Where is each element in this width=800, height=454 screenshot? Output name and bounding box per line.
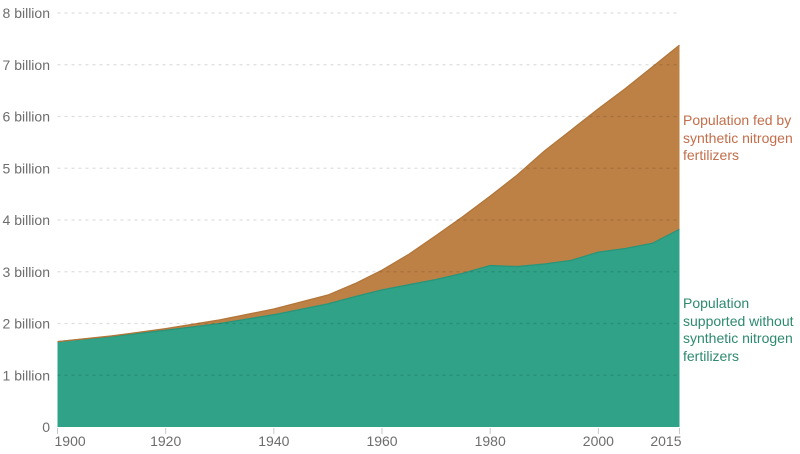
area-population-without-fertilizers [57,229,680,427]
y-axis-label-3: 3 billion [3,264,50,280]
y-axis-label-6: 6 billion [3,109,50,125]
y-axis-label-5: 5 billion [3,160,50,176]
x-axis-label-2000: 2000 [583,433,614,449]
y-axis-label-0: 0 [42,419,50,435]
y-axis-label-1: 1 billion [3,367,50,383]
x-axis-label-2015: 2015 [650,433,681,449]
x-axis-label-1900: 1900 [55,433,86,449]
line-total-population [57,44,680,343]
x-axis-label-1940: 1940 [258,433,289,449]
y-axis-label-8: 8 billion [3,5,50,21]
y-axis-label-7: 7 billion [3,57,50,73]
area-population-fed-by-fertilizers [57,45,680,342]
x-axis-label-1920: 1920 [150,433,181,449]
annotation-fed-by-fertilizers: Population fed by synthetic nitrogen fer… [683,112,793,163]
x-axis-label-1960: 1960 [366,433,397,449]
y-axis-label-4: 4 billion [3,212,50,228]
x-axis-label-1980: 1980 [475,433,506,449]
line-population-without-fertilizers [57,228,680,343]
y-axis-label-2: 2 billion [3,316,50,332]
annotation-supported-without: Population supported without synthetic n… [683,295,794,364]
